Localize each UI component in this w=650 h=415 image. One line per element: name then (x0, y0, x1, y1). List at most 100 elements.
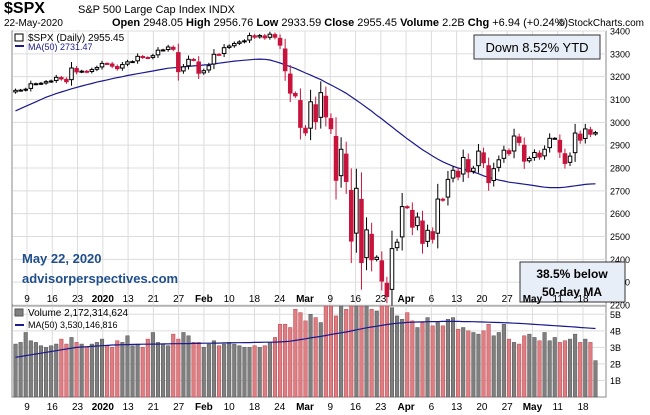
volume-bar (74, 342, 79, 398)
candle (13, 88, 18, 94)
candle (532, 149, 537, 161)
volume-bar (166, 345, 171, 398)
candle (130, 60, 135, 64)
candle (201, 68, 207, 75)
price-x-axis: 9 16 23 2020 13 21 27 Feb 10 18 24 Mar 9 16 23 Apr 6 13 20… (24, 294, 589, 305)
volume-bar (369, 309, 374, 398)
candle (109, 62, 115, 69)
volume-x-tick-label: 13 (451, 402, 463, 413)
chart-subtitle: S&P 500 Large Cap Index INDX (78, 4, 235, 16)
volume-bar (293, 309, 298, 398)
volume-bar (435, 322, 440, 398)
price-x-tick-label: Feb (195, 294, 213, 305)
candle (23, 87, 28, 92)
volume-ma-line (15, 320, 596, 358)
quote-date: 22-May-2020 (4, 18, 63, 29)
volume-bar (232, 343, 237, 398)
volume-bar (328, 305, 333, 398)
volume-bar (425, 317, 430, 398)
volume-bar (54, 343, 59, 398)
volume-bar (562, 340, 567, 398)
candle (379, 251, 385, 291)
price-tick-label: 3200 (610, 72, 630, 82)
volume-bar (94, 342, 99, 398)
candle (577, 130, 583, 144)
chg-label: Chg (467, 17, 490, 29)
candle (354, 168, 359, 253)
candle (328, 113, 334, 135)
volume-bar (542, 332, 547, 398)
volume-bar (481, 330, 486, 398)
candle (64, 77, 69, 84)
ma-note-line2: 50-day MA (542, 285, 602, 299)
volume-bar (400, 318, 405, 398)
candle (43, 79, 49, 85)
volume-bar (410, 320, 415, 398)
volume-bar (395, 315, 400, 398)
index-name: S&P 500 Large Cap Index (78, 4, 206, 16)
close-label: Close (324, 17, 355, 29)
candle (415, 212, 420, 231)
volume-bar (79, 343, 84, 398)
candle (420, 210, 425, 254)
candle (394, 238, 400, 252)
volume-bar (206, 343, 211, 398)
candle (293, 91, 298, 98)
price-x-tick-label: 9 (24, 294, 30, 305)
volume-bar (115, 340, 120, 398)
volume-bar (247, 347, 252, 398)
candle (18, 88, 23, 92)
volume-bar (333, 315, 339, 398)
volume-bar (486, 323, 491, 398)
high-label: High (186, 17, 211, 29)
exchange-label: INDX (208, 4, 235, 16)
candle (501, 145, 507, 163)
candle (318, 81, 324, 129)
volume-bar (288, 327, 293, 398)
candle (455, 167, 461, 181)
candle (99, 60, 105, 70)
volume-bar (181, 332, 186, 398)
volume-bar (84, 347, 89, 398)
candle (404, 205, 410, 209)
volume-bar (547, 340, 552, 398)
price-x-tick-label: 13 (451, 294, 463, 305)
candle (384, 276, 390, 304)
volume-bar (578, 342, 583, 398)
candle (115, 64, 120, 71)
candle (572, 123, 578, 162)
candle (216, 53, 222, 56)
volume-bar (537, 340, 542, 398)
volume-x-tick-label: Mar (296, 402, 314, 413)
candle (491, 162, 496, 187)
ma-note-box (519, 261, 626, 303)
candle (359, 172, 364, 290)
volume-bar (517, 343, 522, 398)
volume-bar (496, 332, 501, 398)
candle (150, 53, 156, 60)
candle (527, 156, 532, 163)
candle (160, 48, 166, 52)
candle (537, 150, 542, 160)
candle (506, 148, 512, 156)
volume-bar (120, 342, 125, 398)
volume-x-tick-label: 6 (429, 402, 435, 413)
volume-axis: 1B 2B 3B 4B 5B (610, 310, 621, 386)
volume-legend-swatch (14, 308, 24, 317)
price-tick-label: 3300 (610, 49, 630, 59)
price-legend-swatch (14, 33, 24, 42)
volume-x-tick-label: 9 (327, 402, 333, 413)
price-x-tick-label: 11 (553, 294, 564, 305)
chart-symbol: $SPX (4, 0, 45, 17)
candle (349, 168, 354, 264)
volume-bar (344, 309, 349, 398)
volume-bar (186, 335, 191, 398)
quote-stats: Open 2948.05 High 2956.76 Low 2933.59 Cl… (112, 17, 568, 29)
volume-bar (196, 342, 201, 398)
price-x-tick-label: 21 (148, 294, 160, 305)
volume-bar (135, 343, 140, 398)
volume-bar (176, 338, 181, 398)
candle (120, 61, 125, 71)
volume-bar (99, 338, 105, 398)
candle (547, 133, 552, 153)
